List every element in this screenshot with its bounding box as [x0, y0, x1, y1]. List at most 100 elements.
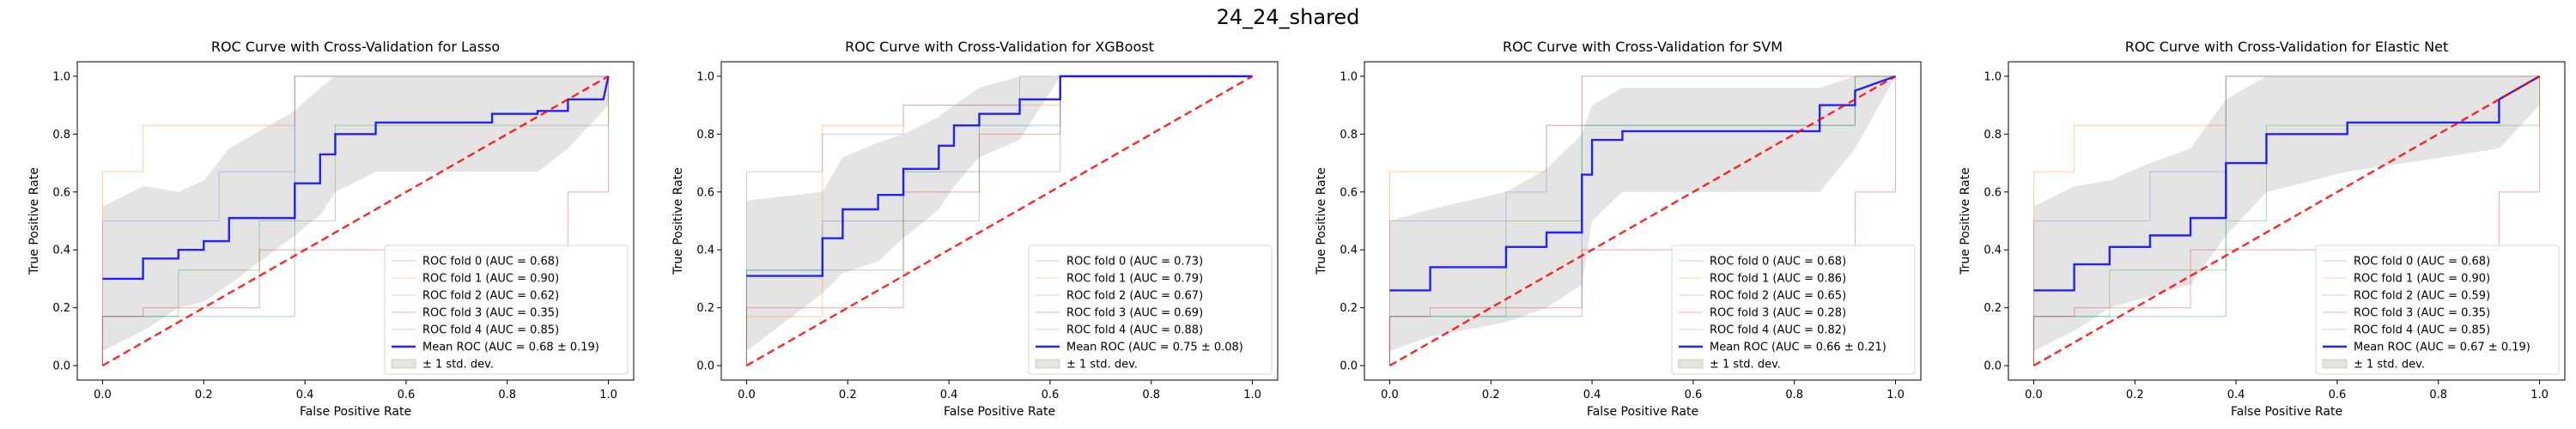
legend-band-swatch [2322, 359, 2348, 369]
y-tick-label: 0.4 [1984, 245, 2002, 257]
y-tick-label: 0.6 [1340, 186, 1358, 199]
x-axis-label: False Positive Rate [944, 405, 1055, 419]
y-tick-label: 0.0 [1340, 360, 1358, 373]
legend-entry-label: ROC fold 3 (AUC = 0.69) [1066, 307, 1203, 320]
legend: ROC fold 0 (AUC = 0.68) ROC fold 1 (AUC =… [384, 245, 629, 375]
mean-roc-line [102, 76, 610, 281]
legend-entry-label: ROC fold 4 (AUC = 0.85) [422, 324, 559, 337]
y-tick-label: 0.6 [52, 186, 70, 199]
y-tick-label: 0.6 [696, 186, 714, 199]
legend: ROC fold 0 (AUC = 0.68) ROC fold 1 (AUC =… [2315, 245, 2560, 375]
chance-line [101, 75, 610, 367]
x-tick-label: 0.6 [1685, 389, 1703, 402]
y-axis-label: True Positive Rate [1315, 167, 1328, 275]
x-tick-label: 0.0 [94, 389, 112, 402]
y-tick-label: 1.0 [1340, 70, 1358, 83]
y-tick-label: 0.2 [52, 302, 70, 315]
legend-entry-label: ROC fold 0 (AUC = 0.68) [422, 256, 559, 269]
y-axis-label: True Positive Rate [1959, 167, 1972, 275]
x-tick-label: 0.0 [738, 389, 756, 402]
roc-fold-line-3 [1388, 76, 1897, 366]
x-tick-label: 0.4 [940, 389, 958, 402]
y-tick-label: 0.8 [52, 129, 70, 142]
roc-fold-line-1 [101, 76, 609, 366]
x-tick-label: 1.0 [2530, 389, 2549, 402]
legend-entry-label: ROC fold 2 (AUC = 0.67) [1066, 290, 1203, 303]
y-axis-label: True Positive Rate [671, 167, 685, 275]
x-tick-label: 0.2 [839, 389, 857, 402]
roc-fold-line-3 [2032, 76, 2541, 366]
legend-entry-label: ROC fold 2 (AUC = 0.59) [2354, 290, 2490, 303]
mean-roc-line [746, 75, 1253, 277]
legend-entry-label: ROC fold 4 (AUC = 0.82) [1710, 324, 1846, 337]
y-tick-label: 0.8 [696, 129, 714, 142]
x-tick-label: 0.4 [296, 389, 314, 402]
chart-title: ROC Curve with Cross-Validation for SVM [1503, 39, 1783, 55]
axes-frame [2008, 61, 2566, 381]
roc-fold-line-0 [2032, 76, 2540, 366]
chart-panel-3: ROC Curve with Cross-Validation for Elas… [1959, 39, 2566, 419]
x-tick-label: 0.8 [1142, 389, 1160, 402]
roc-fold-line-0 [1388, 76, 1896, 366]
roc-fold-line-4 [1388, 76, 1896, 366]
y-tick-label: 0.2 [1984, 302, 2002, 315]
y-tick-label: 0.4 [1340, 245, 1358, 257]
std-band-area [2033, 76, 2540, 352]
legend-entry-label: ROC fold 3 (AUC = 0.28) [1710, 307, 1846, 320]
roc-fold-line-2 [101, 76, 610, 366]
y-tick-label: 0.0 [696, 360, 714, 373]
y-tick-label: 0.8 [1984, 129, 2002, 142]
y-tick-label: 0.2 [696, 302, 714, 315]
legend-entry-label: ROC fold 2 (AUC = 0.65) [1710, 290, 1846, 303]
y-tick-label: 0.8 [1340, 129, 1358, 142]
x-tick-label: 0.0 [2025, 389, 2043, 402]
x-tick-label: 1.0 [1886, 389, 1905, 402]
figure-title: 24_24_shared [1216, 5, 1360, 29]
axes-frame [76, 61, 635, 381]
legend-entry-label: Mean ROC (AUC = 0.67 ± 0.19) [2354, 341, 2530, 354]
y-tick-label: 1.0 [1984, 70, 2002, 83]
legend-entry-label: ROC fold 0 (AUC = 0.73) [1066, 256, 1203, 269]
roc-fold-line-4 [101, 76, 609, 366]
y-tick-label: 0.4 [696, 245, 714, 257]
legend-entry-label: Mean ROC (AUC = 0.66 ± 0.21) [1710, 341, 1886, 354]
axes-frame [1364, 61, 1922, 381]
legend-entry-label: ROC fold 1 (AUC = 0.90) [2354, 273, 2490, 286]
roc-fold-line-3 [101, 76, 610, 366]
chart-panel-2: ROC Curve with Cross-Validation for SVM 0… [1315, 39, 1922, 419]
legend-entry-label: ROC fold 1 (AUC = 0.90) [422, 273, 559, 286]
legend-entry-label: ROC fold 4 (AUC = 0.88) [1066, 324, 1203, 337]
x-tick-label: 0.8 [2429, 389, 2447, 402]
y-tick-label: 1.0 [696, 70, 714, 83]
std-band-area [102, 76, 609, 352]
x-tick-label: 0.6 [1042, 389, 1060, 402]
x-tick-label: 1.0 [1243, 389, 1261, 402]
x-tick-label: 0.2 [1482, 389, 1500, 402]
legend: ROC fold 0 (AUC = 0.73) ROC fold 1 (AUC =… [1028, 245, 1273, 375]
legend-entry-label: ROC fold 0 (AUC = 0.68) [2354, 256, 2490, 269]
legend-entry-label: ± 1 std. dev. [1710, 359, 1781, 372]
legend-entry-label: ROC fold 1 (AUC = 0.86) [1710, 273, 1846, 286]
chart-panel-1: ROC Curve with Cross-Validation for XGBo… [671, 39, 1279, 419]
legend-entry-label: ± 1 std. dev. [1066, 359, 1138, 372]
chart-title: ROC Curve with Cross-Validation for XGBo… [845, 39, 1154, 55]
y-tick-label: 0.0 [1984, 360, 2002, 373]
legend-box [1671, 245, 1916, 375]
roc-fold-line-4 [2032, 76, 2540, 366]
axes-frame [720, 61, 1279, 381]
std-band-area [746, 76, 1253, 352]
mean-roc-line [1389, 75, 1896, 292]
y-tick-label: 0.6 [1984, 186, 2002, 199]
roc-fold-line-1 [1388, 76, 1896, 366]
roc-fold-line-4 [745, 76, 1253, 366]
roc-fold-line-2 [745, 76, 1253, 366]
legend-entry-label: ROC fold 2 (AUC = 0.62) [422, 290, 559, 303]
chart-title: ROC Curve with Cross-Validation for Elas… [2125, 39, 2449, 55]
legend-entry-label: ± 1 std. dev. [2354, 359, 2425, 372]
legend-band-swatch [391, 359, 416, 369]
y-tick-label: 1.0 [52, 70, 70, 83]
x-tick-label: 0.6 [398, 389, 416, 402]
legend-entry-label: ROC fold 3 (AUC = 0.35) [422, 307, 559, 320]
x-tick-label: 0.0 [1381, 389, 1399, 402]
legend-entry-label: ROC fold 3 (AUC = 0.35) [2354, 307, 2490, 320]
